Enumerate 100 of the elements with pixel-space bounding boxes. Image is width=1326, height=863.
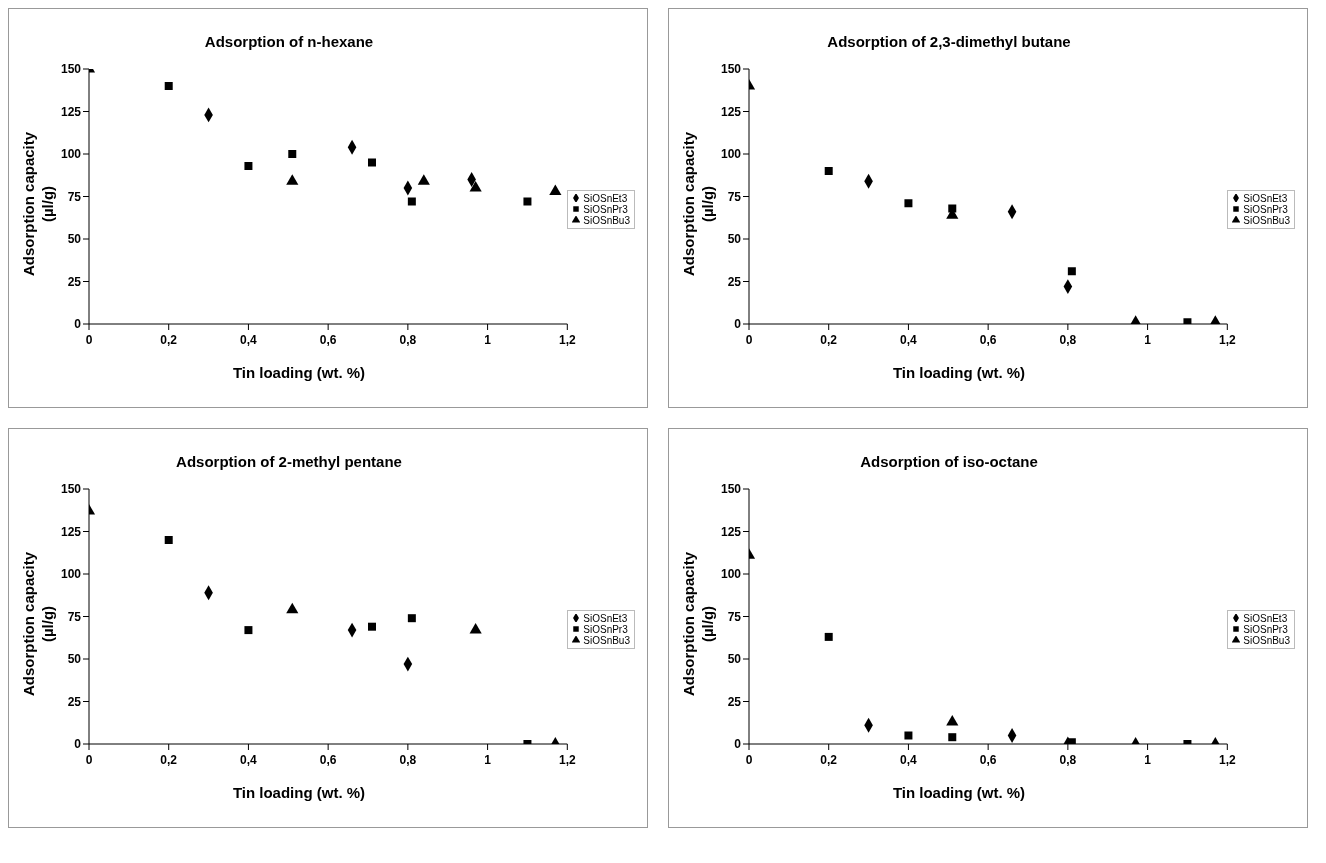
x-tick-label: 0 xyxy=(745,753,753,767)
y-tick-label: 100 xyxy=(720,567,742,582)
legend-label: SiOSnBu3 xyxy=(1243,634,1290,646)
y-tick-label: 75 xyxy=(67,189,82,204)
x-tick-label: 0,4 xyxy=(240,333,258,347)
legend-label: SiOSnEt3 xyxy=(1243,192,1288,204)
y-tick-label: 150 xyxy=(720,62,742,77)
point xyxy=(1067,267,1076,276)
legend-label: SiOSnBu3 xyxy=(1243,214,1290,226)
y-tick-label: 25 xyxy=(67,274,82,289)
y-tick-label: 125 xyxy=(720,524,742,539)
y-tick-label: 50 xyxy=(67,232,82,247)
point xyxy=(244,626,253,635)
x-tick-label: 0 xyxy=(85,333,93,347)
x-axis-title: Tin loading (wt. %) xyxy=(891,784,1027,801)
x-tick-label: 0,2 xyxy=(160,333,178,347)
y-tick-label: 125 xyxy=(60,524,82,539)
x-tick-label: 1,2 xyxy=(558,333,576,347)
point xyxy=(904,731,913,740)
y-axis-title: Adsorption capacity (µl/g) xyxy=(19,130,57,279)
point xyxy=(286,174,299,185)
legend-label: SiOSnEt3 xyxy=(1243,612,1288,624)
legend-label: SiOSnEt3 xyxy=(583,612,628,624)
point xyxy=(948,733,957,742)
point xyxy=(824,167,833,175)
chart-title: Adsorption of iso-octane xyxy=(859,453,1039,470)
point xyxy=(164,536,173,544)
x-tick-label: 1,2 xyxy=(1218,753,1236,767)
y-tick-label: 150 xyxy=(60,62,82,77)
y-axis-title: Adsorption capacity (µl/g) xyxy=(679,130,717,279)
y-tick-label: 25 xyxy=(727,274,742,289)
y-tick-label: 25 xyxy=(727,694,742,709)
x-axis-title: Tin loading (wt. %) xyxy=(231,364,367,381)
y-tick-label: 0 xyxy=(74,317,82,332)
x-tick-label: 0,8 xyxy=(1059,753,1077,767)
y-axis-title: Adsorption capacity (µl/g) xyxy=(19,550,57,699)
x-tick-label: 0,4 xyxy=(900,753,918,767)
y-tick-label: 0 xyxy=(734,317,742,332)
point xyxy=(549,184,562,195)
x-tick-label: 0,8 xyxy=(1059,333,1077,347)
y-tick-label: 100 xyxy=(60,147,82,162)
y-tick-label: 75 xyxy=(727,189,742,204)
legend-label: SiOSnBu3 xyxy=(583,634,630,646)
point xyxy=(286,602,299,614)
chart-title: Adsorption of 2-methyl pentane xyxy=(175,453,403,470)
y-tick-label: 125 xyxy=(60,104,82,119)
legend-label: SiOSnPr3 xyxy=(1243,623,1288,635)
point xyxy=(407,614,416,623)
y-tick-label: 150 xyxy=(720,482,742,497)
point xyxy=(244,161,253,170)
y-tick-label: 50 xyxy=(67,652,82,667)
x-tick-label: 0 xyxy=(85,753,93,767)
y-axis-title: Adsorption capacity (µl/g) xyxy=(679,550,717,699)
y-tick-label: 0 xyxy=(74,737,82,752)
x-tick-label: 1 xyxy=(1144,333,1152,347)
x-tick-label: 0,8 xyxy=(399,753,417,767)
point xyxy=(824,632,833,641)
x-axis-title: Tin loading (wt. %) xyxy=(231,784,367,801)
y-tick-label: 0 xyxy=(734,737,742,752)
point xyxy=(367,158,376,167)
x-tick-label: 0 xyxy=(745,333,753,347)
point xyxy=(904,199,913,208)
y-tick-label: 100 xyxy=(720,147,742,162)
y-tick-label: 125 xyxy=(720,104,742,119)
x-tick-label: 0,6 xyxy=(979,753,997,767)
y-tick-label: 75 xyxy=(727,609,742,624)
legend-label: SiOSnPr3 xyxy=(583,203,628,215)
x-tick-label: 0,2 xyxy=(820,333,838,347)
x-tick-label: 1 xyxy=(1144,753,1152,767)
x-tick-label: 0,4 xyxy=(240,753,258,767)
y-tick-label: 50 xyxy=(727,652,742,667)
chart-title: Adsorption of 2,3-dimethyl butane xyxy=(826,33,1072,50)
point xyxy=(288,150,297,158)
legend-label: SiOSnPr3 xyxy=(583,623,628,635)
x-tick-label: 0,6 xyxy=(979,333,997,347)
y-tick-label: 50 xyxy=(727,232,742,247)
point xyxy=(469,180,482,192)
x-tick-label: 0,4 xyxy=(900,333,918,347)
x-axis-title: Tin loading (wt. %) xyxy=(891,364,1027,381)
x-tick-label: 1,2 xyxy=(1218,333,1236,347)
x-tick-label: 1 xyxy=(484,753,492,767)
chart-title: Adsorption of n-hexane xyxy=(203,33,375,50)
x-tick-label: 0,2 xyxy=(160,753,178,767)
x-tick-label: 1 xyxy=(484,333,492,347)
point xyxy=(417,174,430,185)
x-tick-label: 0,2 xyxy=(820,753,838,767)
point xyxy=(407,197,416,206)
point xyxy=(469,623,482,634)
x-tick-label: 1,2 xyxy=(558,753,576,767)
legend-label: SiOSnPr3 xyxy=(1243,203,1288,215)
y-tick-label: 75 xyxy=(67,609,82,624)
legend-label: SiOSnBu3 xyxy=(583,214,630,226)
point xyxy=(164,82,173,90)
legend-label: SiOSnEt3 xyxy=(583,192,628,204)
y-tick-label: 150 xyxy=(60,482,82,497)
point xyxy=(367,622,376,631)
x-tick-label: 0,8 xyxy=(399,333,417,347)
y-tick-label: 100 xyxy=(60,567,82,582)
x-tick-label: 0,6 xyxy=(319,333,337,347)
point xyxy=(523,197,532,206)
